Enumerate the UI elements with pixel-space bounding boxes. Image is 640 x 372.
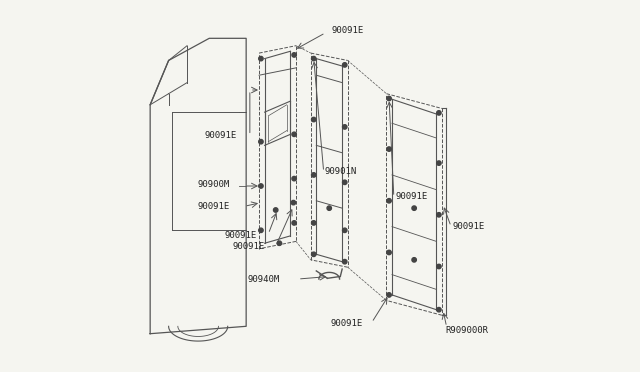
Circle shape <box>342 180 347 185</box>
Circle shape <box>312 117 316 122</box>
Text: 90091E: 90091E <box>330 319 362 328</box>
Circle shape <box>342 260 347 264</box>
Text: 90091E: 90091E <box>232 243 264 251</box>
Circle shape <box>342 125 347 129</box>
Circle shape <box>412 206 417 211</box>
Circle shape <box>312 173 316 177</box>
Circle shape <box>436 212 441 217</box>
Circle shape <box>273 208 278 212</box>
Circle shape <box>387 199 391 203</box>
Circle shape <box>387 147 391 151</box>
Text: 90091E: 90091E <box>225 231 257 240</box>
Circle shape <box>387 250 391 255</box>
Circle shape <box>312 57 316 61</box>
Circle shape <box>342 228 347 232</box>
Text: 90091E: 90091E <box>331 26 364 35</box>
Circle shape <box>259 184 263 188</box>
Circle shape <box>436 161 441 165</box>
Circle shape <box>436 308 441 312</box>
Circle shape <box>436 111 441 115</box>
Text: 90091E: 90091E <box>205 131 237 140</box>
Text: 90901N: 90901N <box>324 167 356 176</box>
Circle shape <box>259 57 263 61</box>
Circle shape <box>292 53 296 57</box>
Text: 90900M: 90900M <box>197 180 230 189</box>
Circle shape <box>387 96 391 101</box>
Circle shape <box>292 132 296 137</box>
Circle shape <box>312 252 316 257</box>
Text: 90091E: 90091E <box>452 222 484 231</box>
Circle shape <box>277 241 282 246</box>
Circle shape <box>291 201 296 205</box>
Text: 90091E: 90091E <box>396 192 428 201</box>
Circle shape <box>292 176 296 181</box>
Text: 90940M: 90940M <box>247 275 280 283</box>
Circle shape <box>327 206 332 211</box>
Text: 90091E: 90091E <box>197 202 230 211</box>
Circle shape <box>342 62 347 67</box>
Circle shape <box>387 293 391 297</box>
Circle shape <box>436 264 441 269</box>
Circle shape <box>259 228 263 232</box>
Text: R909000R: R909000R <box>445 326 488 335</box>
Circle shape <box>312 221 316 225</box>
Circle shape <box>259 140 263 144</box>
Circle shape <box>412 258 417 262</box>
Circle shape <box>292 221 296 225</box>
